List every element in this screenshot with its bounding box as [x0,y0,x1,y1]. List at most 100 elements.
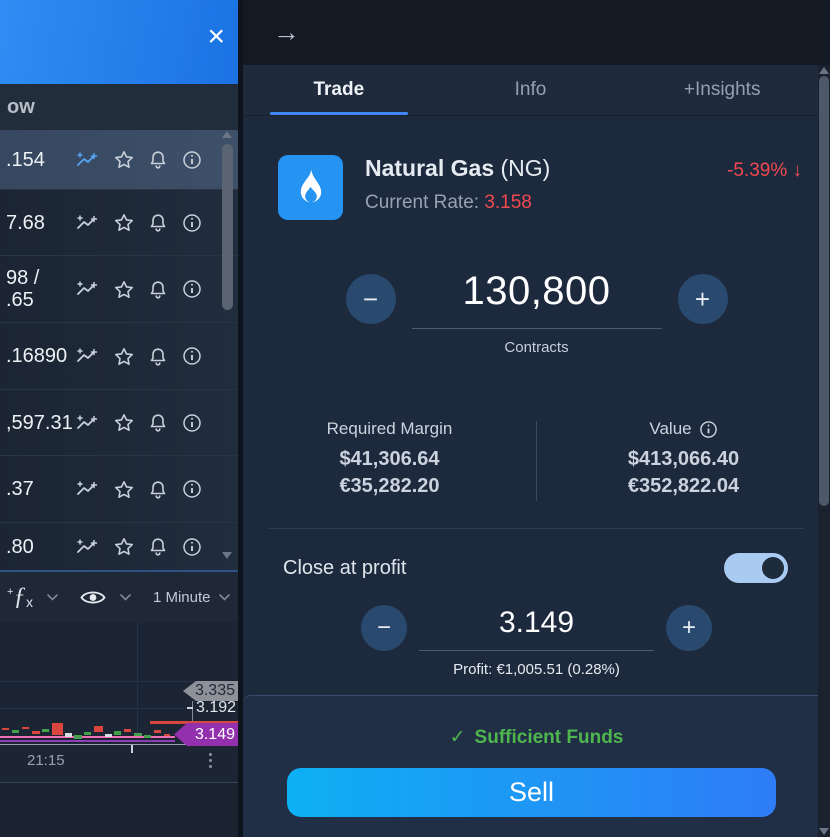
list-item[interactable]: .16890 [0,323,238,390]
chevron-down-icon[interactable] [120,593,131,601]
trade-form: Natural Gas (NG) Current Rate: 3.158 -5.… [243,116,830,695]
scrollbar-thumb[interactable] [222,144,233,310]
required-margin: Required Margin $41,306.64 €35,282.20 [326,419,453,497]
amount-field[interactable]: 130,800 [411,269,662,329]
star-icon[interactable] [114,413,134,432]
divider [536,421,537,501]
list-column-header: ow [0,84,238,130]
time-axis-label: 21:15 [27,752,65,769]
list-scrollbar[interactable] [222,131,233,559]
info-icon[interactable] [182,346,202,366]
natural-gas-flame-icon [278,155,343,220]
scrollbar-thumb[interactable] [819,76,829,506]
star-icon[interactable] [114,280,134,299]
mid-price-label: 3.192 [196,699,237,716]
high-price-tag: 3.335 [183,681,238,701]
info-icon[interactable] [182,479,202,499]
close-at-profit-label: Close at profit [283,556,407,579]
change-percent: -5.39% ↓ [727,160,803,181]
info-icon[interactable] [182,413,202,433]
close-at-profit-row: Close at profit [283,553,788,583]
trend-sparkline-icon[interactable] [77,481,99,497]
margin-value-stats: Required Margin $41,306.64 €35,282.20 Va… [243,419,830,501]
amount-unit-label: Contracts [504,339,569,356]
increase-amount-button[interactable]: + [677,274,728,324]
info-icon[interactable] [699,420,718,439]
profit-target-field[interactable]: 3.149 [419,606,654,651]
info-icon[interactable] [182,537,202,557]
list-item[interactable]: ,597.31 [0,390,238,456]
star-icon[interactable] [114,213,134,232]
tab-trade[interactable]: Trade [243,65,435,115]
funds-status: ✓ Sufficient Funds [449,727,624,748]
trend-sparkline-icon[interactable] [77,538,99,555]
timeframe-selector[interactable]: 1 Minute [152,588,211,606]
list-item[interactable]: .37 [0,456,238,523]
trend-sparkline-icon[interactable] [77,214,99,231]
list-item[interactable]: 98 / .65 [0,256,238,323]
decrease-profit-button[interactable]: − [361,605,407,651]
panel-header: → [243,0,830,65]
chart-menu-kebab-icon[interactable] [209,753,212,768]
scroll-down-icon[interactable] [819,828,829,835]
trend-sparkline-icon[interactable] [77,151,99,168]
tab-bar: Trade Info +Insights [243,65,830,116]
estimated-profit: Profit: €1,005.51 (0.28%) [453,661,620,678]
active-tab-underline [269,112,408,115]
sell-button[interactable]: Sell [287,768,776,817]
star-icon[interactable] [114,347,134,366]
instrument-list: .154 7.68 98 / .65 .16890 ,597.31 [0,130,238,570]
list-item[interactable]: .80 [0,523,238,570]
increase-profit-button[interactable]: + [666,605,712,651]
instrument-summary: Natural Gas (NG) Current Rate: 3.158 -5.… [278,155,802,220]
trend-sparkline-icon[interactable] [77,414,99,431]
info-icon[interactable] [182,213,202,233]
instrument-price: 98 / .65 [6,267,40,311]
list-item[interactable]: 7.68 [0,190,238,256]
bell-icon[interactable] [149,280,167,299]
instrument-price: .16890 [6,345,68,367]
trade-panel: → Trade Info +Insights [243,0,830,837]
order-footer: ✓ Sufficient Funds Sell [243,695,830,837]
info-icon[interactable] [182,150,202,170]
arrow-down-icon: ↓ [792,160,803,181]
scroll-down-icon[interactable] [222,552,232,559]
close-at-profit-toggle[interactable] [724,553,788,583]
bell-icon[interactable] [149,480,167,499]
position-value: Value $413,066.40 €352,822.04 [627,419,740,497]
chart-toolbar: + ƒ x 1 Minute [0,570,238,622]
eye-icon[interactable] [80,589,106,606]
tab-insights[interactable]: +Insights [683,79,761,100]
instrument-price: 7.68 [6,211,45,234]
decrease-amount-button[interactable]: − [345,274,396,324]
bell-icon[interactable] [149,213,167,232]
star-icon[interactable] [114,480,134,499]
trend-sparkline-icon[interactable] [77,281,99,297]
chart-canvas [0,622,238,782]
list-item[interactable]: .154 [0,130,238,190]
star-icon[interactable] [114,150,134,169]
tab-info[interactable]: Info [514,79,547,100]
close-icon[interactable]: × [207,20,225,53]
bell-icon[interactable] [149,537,167,556]
bell-icon[interactable] [149,413,167,432]
bell-icon[interactable] [149,347,167,366]
instrument-price: .37 [6,478,34,500]
scroll-up-icon[interactable] [222,131,232,138]
price-chart: 3.335 3.192 3.149 21:15 [0,622,238,783]
instruments-pane: × ow .154 7.68 98 / .65 .1 [0,0,243,837]
chevron-down-icon[interactable] [47,593,58,601]
amount-stepper: − 130,800 + Contracts [243,269,830,356]
scroll-up-icon[interactable] [819,67,829,74]
chevron-down-icon[interactable] [219,593,231,601]
axis-tick [187,707,193,709]
bell-icon[interactable] [149,150,167,169]
info-icon[interactable] [182,279,202,299]
indicators-fx-button[interactable]: + ƒ x [7,582,33,610]
star-icon[interactable] [114,537,134,556]
target-price-tag: 3.149 [174,723,238,746]
trend-sparkline-icon[interactable] [77,348,99,364]
panel-scrollbar[interactable] [818,65,830,837]
collapse-arrow-icon[interactable]: → [273,17,300,47]
